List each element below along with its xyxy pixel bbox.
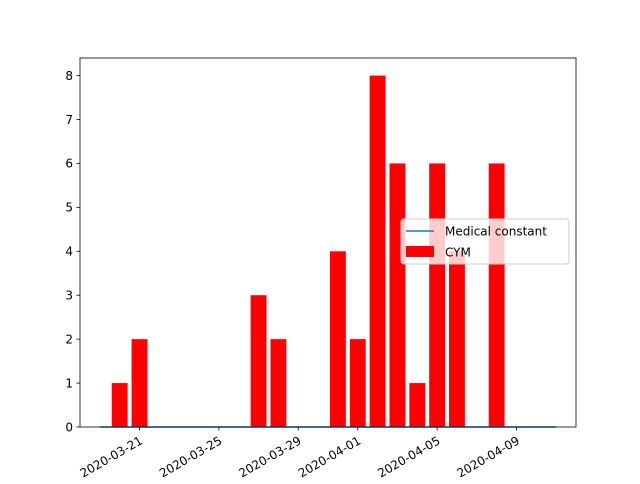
legend-label-medical-constant: Medical constant [445, 225, 547, 239]
bar-2020-03-31 [329, 251, 346, 427]
bar-2020-04-05 [429, 163, 446, 427]
y-tick-label-4: 4 [65, 245, 73, 259]
legend-box [400, 218, 570, 265]
y-tick-label-5: 5 [65, 201, 73, 215]
bar-2020-03-27 [250, 295, 267, 427]
y-tick-label-6: 6 [65, 157, 73, 171]
bar-2020-04-06 [449, 251, 465, 427]
legend: Medical constant CYM [400, 218, 570, 265]
bar-2020-04-02 [369, 75, 386, 427]
bar-2020-04-08 [488, 163, 505, 427]
y-tick-label-2: 2 [65, 332, 73, 346]
bar-2020-04-01 [349, 339, 366, 427]
bar-2020-03-20 [111, 383, 128, 427]
y-tick-label-8: 8 [65, 69, 73, 83]
y-tick-label-1: 1 [65, 376, 73, 390]
bar-2020-03-21 [131, 339, 148, 427]
legend-label-cym: CYM [445, 246, 471, 260]
y-tick-label-7: 7 [65, 113, 73, 127]
legend-bar-swatch [406, 246, 434, 257]
bar-2020-04-03 [389, 163, 406, 427]
y-tick-label-0: 0 [65, 420, 73, 434]
bar-2020-04-04 [409, 383, 426, 427]
axes-frame [79, 57, 577, 428]
bar-2020-03-28 [270, 339, 287, 427]
y-tick-label-3: 3 [65, 289, 73, 303]
